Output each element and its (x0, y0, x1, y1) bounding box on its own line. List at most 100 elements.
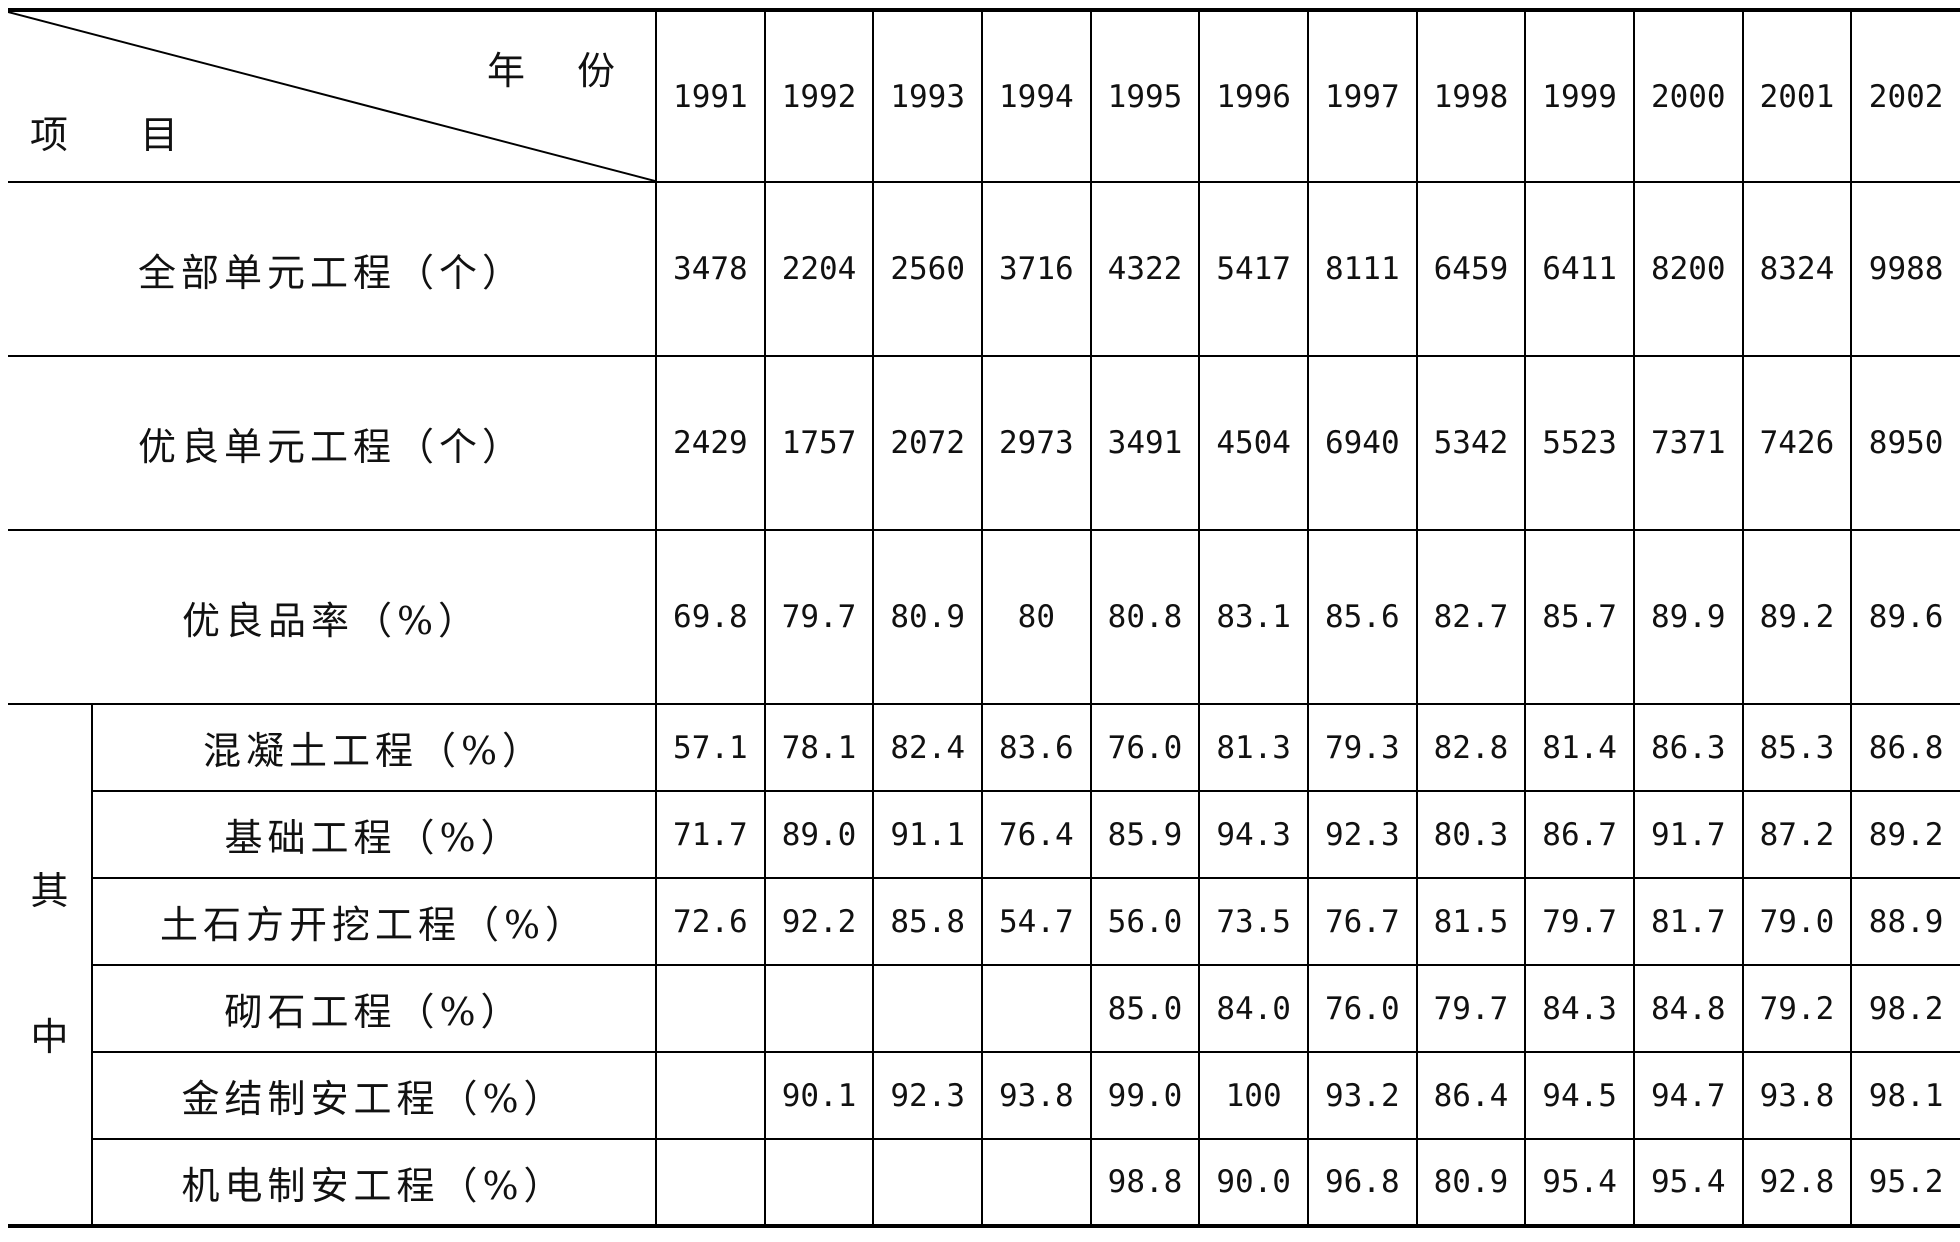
value-cell: 86.8 (1850, 703, 1960, 792)
value-cell: 86.4 (1415, 1051, 1527, 1140)
value-cell: 7426 (1741, 355, 1853, 531)
value-cell: 79.3 (1306, 703, 1418, 792)
value-cell: 2973 (981, 355, 1092, 531)
year-header-cell: 1991 (655, 9, 766, 183)
value-cell: 87.2 (1741, 790, 1853, 879)
table-row: 金结制安工程（%） 90.1 92.3 93.8 99.0 100 93.2 86.4 94.5… (8, 1051, 1960, 1140)
table-row: 基础工程（%） 71.7 89.0 91.1 76.4 85.9 94.3 92.3 80.3 8… (8, 790, 1960, 879)
row-label: 全部单元工程（个） (8, 181, 658, 357)
value-cell (872, 964, 983, 1053)
value-cell: 85.3 (1741, 703, 1853, 792)
value-cell: 98.2 (1850, 964, 1960, 1053)
value-cell: 8200 (1632, 181, 1744, 357)
value-cell: 82.4 (872, 703, 983, 792)
value-cell: 89.2 (1850, 790, 1960, 879)
value-cell: 56.0 (1089, 877, 1201, 966)
diagonal-divider (8, 12, 655, 180)
value-cell: 80.9 (1415, 1138, 1527, 1227)
value-cell: 76.0 (1089, 703, 1201, 792)
value-cell: 94.7 (1632, 1051, 1744, 1140)
year-header-cell: 2002 (1850, 9, 1960, 183)
value-cell: 89.0 (763, 790, 875, 879)
value-cell: 95.2 (1850, 1138, 1960, 1227)
value-cell (655, 1138, 766, 1227)
value-cell: 86.7 (1524, 790, 1635, 879)
sub-row-label: 基础工程（%） (92, 790, 658, 879)
value-cell: 78.1 (763, 703, 875, 792)
value-cell: 85.8 (872, 877, 983, 966)
value-cell: 6940 (1306, 355, 1418, 531)
value-cell: 84.0 (1198, 964, 1309, 1053)
table-row: 砌石工程（%） 85.0 84.0 76.0 79.7 84.3 84.8 79.2 98.2 (8, 964, 1960, 1053)
value-cell: 99.0 (1089, 1051, 1201, 1140)
value-cell: 90.0 (1198, 1138, 1309, 1227)
value-cell (981, 1138, 1092, 1227)
value-cell: 100 (1198, 1051, 1309, 1140)
value-cell: 85.7 (1524, 529, 1635, 705)
table-row: 优良单元工程（个） 2429 1757 2072 2973 3491 4504 6940 534… (8, 355, 1960, 531)
value-cell: 9988 (1850, 181, 1960, 357)
value-cell: 72.6 (655, 877, 766, 966)
value-cell: 84.3 (1524, 964, 1635, 1053)
value-cell: 6459 (1415, 181, 1527, 357)
value-cell: 2429 (655, 355, 766, 531)
value-cell: 8324 (1741, 181, 1853, 357)
value-cell: 79.7 (1415, 964, 1527, 1053)
value-cell: 80.9 (872, 529, 983, 705)
value-cell: 83.1 (1198, 529, 1309, 705)
value-cell: 83.6 (981, 703, 1092, 792)
value-cell: 91.1 (872, 790, 983, 879)
value-cell: 93.2 (1306, 1051, 1418, 1140)
value-cell: 89.2 (1741, 529, 1853, 705)
value-cell: 54.7 (981, 877, 1092, 966)
table-row: 全部单元工程（个） 3478 2204 2560 3716 4322 5417 8111 645… (8, 181, 1960, 357)
value-cell: 4322 (1089, 181, 1201, 357)
value-cell: 5523 (1524, 355, 1635, 531)
value-cell: 81.7 (1632, 877, 1744, 966)
header-row: 年 份 项 目 1991 1992 1993 1994 1995 1996 1997 1998… (8, 9, 1960, 183)
value-cell (763, 1138, 875, 1227)
value-cell: 93.8 (1741, 1051, 1853, 1140)
value-cell: 79.0 (1741, 877, 1853, 966)
value-cell: 86.3 (1632, 703, 1744, 792)
value-cell: 81.3 (1198, 703, 1309, 792)
value-cell (763, 964, 875, 1053)
value-cell: 90.1 (763, 1051, 875, 1140)
value-cell: 98.1 (1850, 1051, 1960, 1140)
value-cell: 71.7 (655, 790, 766, 879)
value-cell: 92.3 (1306, 790, 1418, 879)
year-header-cell: 2001 (1741, 9, 1853, 183)
value-cell: 92.8 (1741, 1138, 1853, 1227)
quality-statistics-table: 年 份 项 目 1991 1992 1993 1994 1995 1996 1997 1998… (8, 8, 1960, 1228)
value-cell: 5417 (1198, 181, 1309, 357)
row-label: 优良品率（%） (8, 529, 658, 705)
group-label-char: 其 (30, 868, 69, 913)
value-cell: 81.4 (1524, 703, 1635, 792)
value-cell: 94.3 (1198, 790, 1309, 879)
year-header-cell: 1995 (1089, 9, 1201, 183)
value-cell: 89.9 (1632, 529, 1744, 705)
table-row: 土石方开挖工程（%） 72.6 92.2 85.8 54.7 56.0 73.5 76.7 81… (8, 877, 1960, 966)
year-header-cell: 1999 (1524, 9, 1635, 183)
group-label-char: 中 (30, 1014, 69, 1059)
year-header-cell: 1996 (1198, 9, 1309, 183)
value-cell: 95.4 (1632, 1138, 1744, 1227)
year-header-label: 年 份 (486, 49, 616, 93)
value-cell: 98.8 (1089, 1138, 1201, 1227)
year-header-cell: 1998 (1415, 9, 1527, 183)
value-cell: 85.6 (1306, 529, 1418, 705)
sub-row-label: 混凝土工程（%） (90, 703, 658, 792)
value-cell: 69.8 (655, 529, 766, 705)
sub-row-label: 金结制安工程（%） (92, 1051, 658, 1140)
value-cell: 85.9 (1089, 790, 1201, 879)
value-cell: 76.0 (1306, 964, 1418, 1053)
value-cell: 84.8 (1632, 964, 1744, 1053)
value-cell: 80.8 (1089, 529, 1201, 705)
row-label: 优良单元工程（个） (8, 355, 658, 531)
value-cell: 85.0 (1089, 964, 1201, 1053)
group-label-cell: 其中 (8, 703, 93, 1227)
value-cell: 4504 (1198, 355, 1309, 531)
value-cell (655, 1051, 766, 1140)
table-row: 机电制安工程（%） 98.8 90.0 96.8 80.9 95.4 95.4 92.8 95.… (8, 1138, 1960, 1227)
value-cell: 80.3 (1415, 790, 1527, 879)
